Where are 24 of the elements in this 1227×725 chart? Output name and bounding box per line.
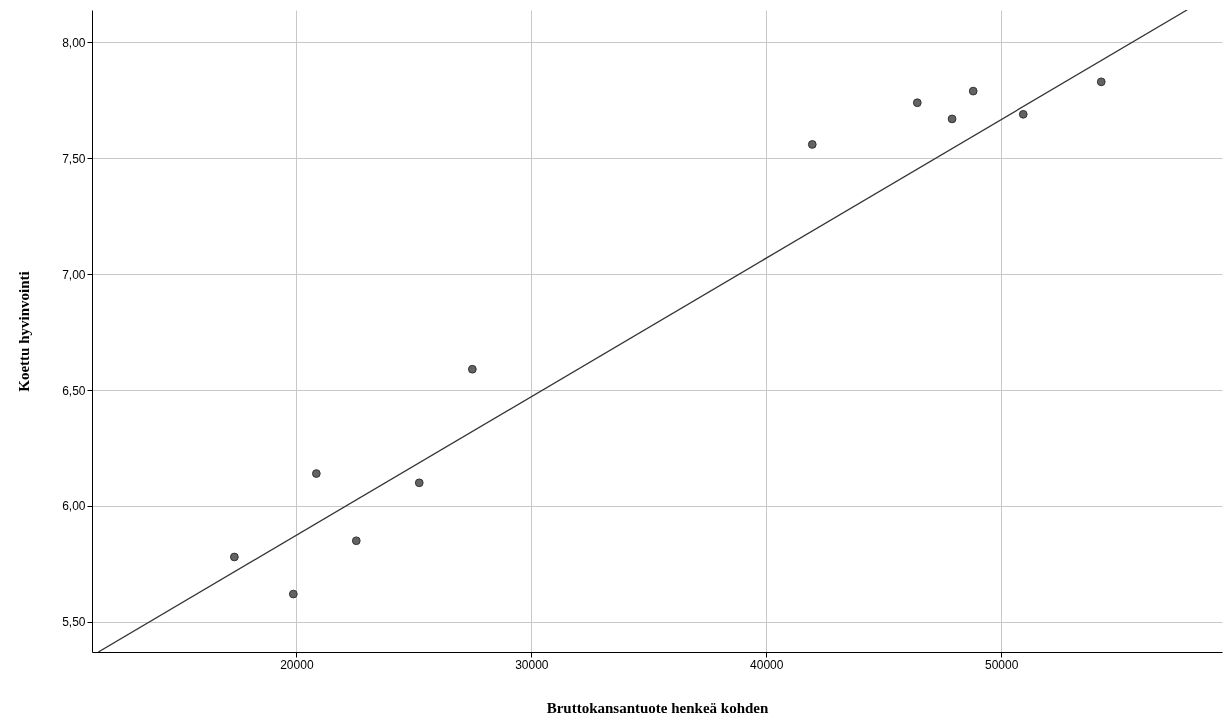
y-tick-label: 5,50	[62, 615, 86, 630]
x-tick-label: 30000	[515, 657, 549, 672]
point	[807, 140, 817, 149]
point	[1018, 109, 1028, 119]
x-tick-label: 50000	[984, 657, 1019, 672]
y-tick-label: 7,00	[62, 267, 86, 282]
x-axis-title: Bruttokansantuote henkeä kohden	[546, 699, 770, 716]
point	[912, 98, 922, 108]
y-tick-label: 7,50	[62, 151, 86, 166]
point	[467, 364, 477, 374]
point	[947, 114, 957, 124]
x-tick-label: 20000	[280, 657, 314, 672]
y-tick-label: 8,00	[62, 35, 86, 50]
point	[311, 469, 321, 478]
point	[288, 589, 298, 599]
point	[968, 86, 978, 96]
x-tick-label: 40000	[750, 657, 784, 672]
point	[351, 536, 361, 546]
y-axis-title: Koettu hyvinvointi	[16, 271, 33, 392]
y-tick-label: 6,00	[62, 499, 86, 514]
point	[229, 552, 239, 562]
y-tick-label: 6,50	[62, 383, 86, 398]
point	[414, 478, 424, 488]
point	[1096, 77, 1106, 87]
